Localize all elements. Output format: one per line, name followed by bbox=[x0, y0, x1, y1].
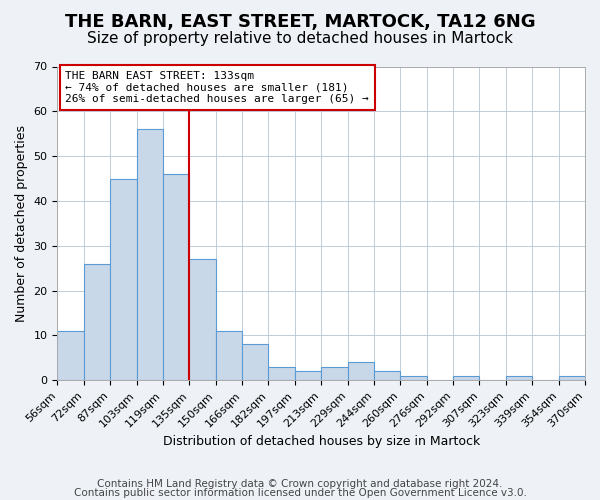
Bar bbox=[137, 129, 163, 380]
Bar bbox=[215, 331, 242, 380]
Bar bbox=[374, 372, 400, 380]
Text: Contains public sector information licensed under the Open Government Licence v3: Contains public sector information licen… bbox=[74, 488, 526, 498]
Bar bbox=[321, 367, 347, 380]
Text: THE BARN EAST STREET: 133sqm
← 74% of detached houses are smaller (181)
26% of s: THE BARN EAST STREET: 133sqm ← 74% of de… bbox=[65, 71, 369, 104]
Bar bbox=[400, 376, 427, 380]
Bar bbox=[347, 362, 374, 380]
Bar bbox=[242, 344, 268, 380]
Bar bbox=[295, 372, 321, 380]
Bar bbox=[453, 376, 479, 380]
X-axis label: Distribution of detached houses by size in Martock: Distribution of detached houses by size … bbox=[163, 434, 480, 448]
Bar bbox=[190, 259, 215, 380]
Text: Contains HM Land Registry data © Crown copyright and database right 2024.: Contains HM Land Registry data © Crown c… bbox=[97, 479, 503, 489]
Y-axis label: Number of detached properties: Number of detached properties bbox=[15, 125, 28, 322]
Text: THE BARN, EAST STREET, MARTOCK, TA12 6NG: THE BARN, EAST STREET, MARTOCK, TA12 6NG bbox=[65, 12, 535, 30]
Bar bbox=[268, 367, 295, 380]
Text: Size of property relative to detached houses in Martock: Size of property relative to detached ho… bbox=[87, 32, 513, 46]
Bar bbox=[559, 376, 585, 380]
Bar bbox=[110, 178, 137, 380]
Bar bbox=[163, 174, 190, 380]
Bar bbox=[84, 264, 110, 380]
Bar bbox=[58, 331, 84, 380]
Bar bbox=[506, 376, 532, 380]
